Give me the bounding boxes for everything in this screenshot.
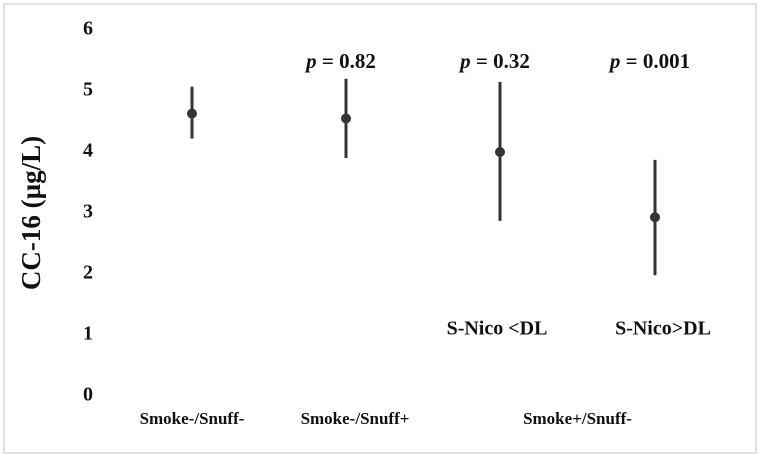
point	[650, 212, 660, 223]
y-tick-label: 2	[83, 262, 93, 284]
y-tick-label: 5	[83, 79, 93, 101]
y-tick-label: 0	[83, 384, 93, 406]
p-value: p = 0.82	[304, 49, 376, 73]
y-axis-label: CC-16 (µg/L)	[16, 136, 46, 290]
y-tick-label: 3	[83, 201, 93, 223]
point	[495, 147, 505, 157]
y-tick-label: 1	[83, 323, 93, 345]
y-tick-label: 4	[83, 140, 93, 162]
sub-label: S-Nico>DL	[615, 318, 711, 340]
x-tick-label: Smoke-/Snuff+	[301, 409, 410, 428]
p-value: p = 0.32	[458, 49, 530, 73]
chart-frame	[3, 3, 757, 454]
group-label: Smoke+/Snuff-	[523, 409, 632, 428]
point	[341, 113, 351, 124]
x-tick-label: Smoke-/Snuff-	[140, 409, 245, 428]
point	[187, 108, 197, 119]
p-value: p = 0.001	[608, 49, 690, 73]
y-tick-label: 6	[83, 18, 93, 40]
sub-label: S-Nico <DL	[447, 318, 548, 340]
